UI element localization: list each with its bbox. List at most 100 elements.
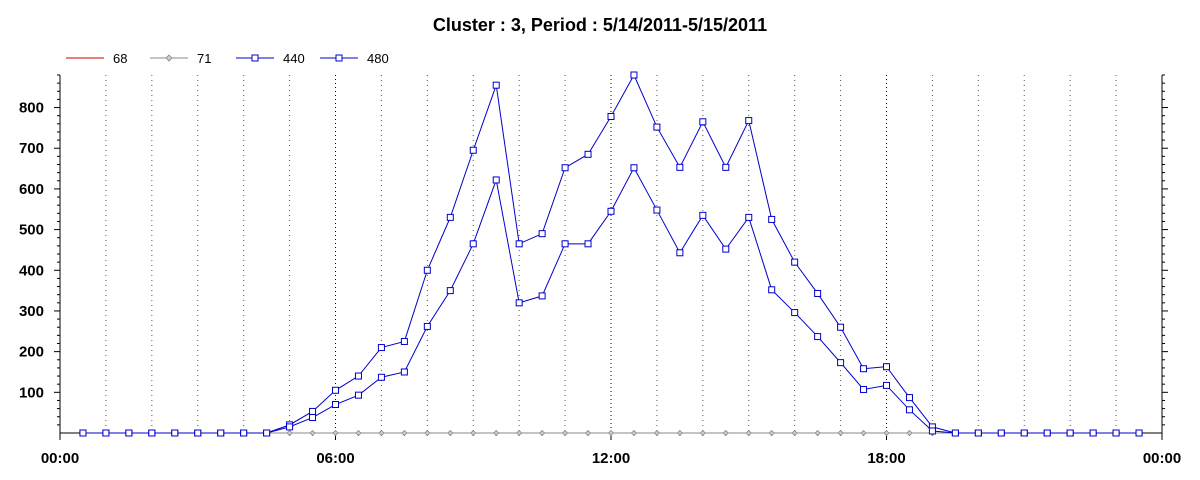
data-point (469, 240, 477, 248)
data-point (401, 429, 408, 437)
data-point (791, 309, 799, 317)
data-point (745, 429, 752, 437)
data-point (768, 215, 776, 223)
data-point (148, 429, 156, 437)
data-point (516, 429, 523, 437)
data-point (768, 429, 775, 437)
data-point (309, 407, 317, 415)
data-point (309, 414, 317, 422)
axes (54, 74, 1168, 440)
data-point (447, 429, 454, 437)
data-point (171, 429, 179, 437)
data-point (355, 429, 362, 437)
data-point (423, 266, 431, 274)
data-point (1043, 429, 1051, 437)
x-tick-label: 18:00 (867, 450, 905, 467)
data-point (745, 213, 753, 221)
y-tick-label: 600 (19, 181, 44, 198)
data-point (309, 429, 316, 437)
data-point (837, 359, 845, 367)
data-point (538, 230, 546, 238)
data-point (630, 429, 638, 437)
data-point (492, 176, 500, 184)
data-point (263, 429, 271, 437)
data-point (699, 429, 706, 437)
series-480 (79, 164, 1143, 437)
x-tick-label: 00:00 (41, 450, 79, 467)
data-point (860, 385, 868, 393)
series-layer (79, 71, 1143, 437)
data-point (906, 429, 913, 437)
legend-item-440: 440 (236, 51, 305, 66)
y-tick-label: 100 (19, 384, 44, 401)
data-point (883, 363, 890, 371)
data-point (492, 81, 500, 89)
data-point (286, 423, 294, 431)
data-point (332, 429, 339, 437)
data-point (630, 71, 638, 79)
legend-marker (165, 54, 173, 62)
data-point (607, 112, 615, 120)
data-point (676, 163, 684, 171)
y-tick-label: 500 (19, 222, 44, 239)
data-point (883, 429, 890, 437)
data-point (905, 406, 913, 414)
data-point (1020, 429, 1028, 437)
data-point (377, 373, 385, 381)
data-point (446, 213, 454, 221)
data-point (286, 429, 293, 437)
data-point (562, 429, 569, 437)
legend-item-68: 68 (66, 51, 127, 66)
data-point (400, 337, 408, 345)
data-point (630, 164, 638, 172)
data-point (493, 429, 500, 437)
y-tick-label: 200 (19, 344, 44, 361)
data-point (538, 292, 546, 300)
y-tick-label: 400 (19, 262, 44, 279)
x-tick-label: 12:00 (592, 450, 630, 467)
data-point (699, 211, 707, 219)
data-point (722, 245, 730, 253)
data-point (469, 146, 477, 154)
data-point (676, 249, 684, 257)
data-point (1112, 429, 1120, 437)
legend-item-480: 480 (320, 51, 389, 66)
data-point (424, 429, 431, 437)
data-point (653, 206, 661, 214)
data-point (653, 429, 660, 437)
data-point (951, 429, 959, 437)
chart-title: Cluster : 3, Period : 5/14/2011-5/15/201… (433, 15, 767, 35)
data-point (102, 429, 110, 437)
data-point (768, 286, 776, 294)
y-axis-ticks: 100 200 300 400 500 600 700 800 (19, 100, 44, 402)
data-point (446, 287, 454, 295)
data-point (905, 394, 913, 402)
data-point (354, 372, 362, 380)
y-tick-label: 800 (19, 100, 44, 117)
data-point (791, 429, 798, 437)
data-point (584, 150, 592, 158)
data-point (607, 429, 615, 437)
data-point (539, 429, 546, 437)
data-point (332, 401, 339, 409)
data-point (240, 429, 248, 437)
data-point (837, 429, 844, 437)
data-point (217, 429, 225, 437)
data-point (837, 323, 845, 331)
x-tick-label: 00:00 (1143, 450, 1181, 467)
data-point (561, 164, 569, 172)
legend-item-71: 71 (150, 51, 211, 66)
data-point (814, 333, 822, 341)
data-point (378, 429, 385, 437)
y-tick-label: 700 (19, 140, 44, 157)
data-point (883, 381, 890, 389)
data-point (722, 429, 729, 437)
data-point (997, 429, 1005, 437)
data-point (561, 240, 569, 248)
legend-marker (335, 54, 343, 62)
data-point (1066, 429, 1074, 437)
data-point (745, 117, 753, 125)
data-point (814, 429, 821, 437)
data-point (860, 365, 868, 373)
